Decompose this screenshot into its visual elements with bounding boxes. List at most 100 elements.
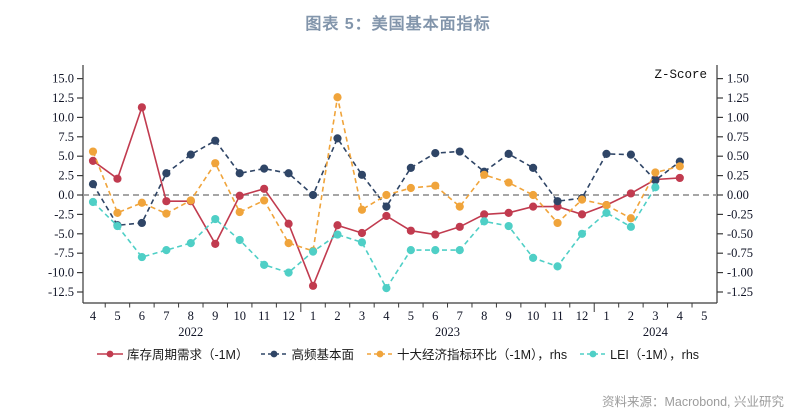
x-tick-label: 2 xyxy=(334,309,340,323)
chart-title: 图表 5：美国基本面指标 xyxy=(305,16,491,33)
x-tick-label: 12 xyxy=(282,309,295,323)
legend-marker-icon xyxy=(96,350,123,357)
data-point-series-3 xyxy=(186,239,195,248)
data-point-series-3 xyxy=(137,252,146,262)
y-tick-label-right: -1.00 xyxy=(727,266,753,280)
data-point-series-1 xyxy=(529,163,538,172)
x-tick-label: 6 xyxy=(139,309,145,323)
data-point-series-2 xyxy=(235,207,244,217)
legend-item-label: 库存周期需求（-1M） xyxy=(126,348,249,362)
data-point-series-1 xyxy=(308,190,318,200)
y-tick-label-left: -10.0 xyxy=(48,266,74,280)
x-tick-label: 1 xyxy=(310,309,316,323)
data-point-series-0 xyxy=(577,210,587,219)
data-point-series-3 xyxy=(333,230,342,239)
data-point-series-2 xyxy=(137,198,146,207)
data-point-series-2 xyxy=(480,170,489,179)
legend-marker-icon xyxy=(580,350,607,357)
y-tick-label-left: -2.5 xyxy=(54,207,74,221)
y-tick-label-right: 1.00 xyxy=(727,110,749,124)
y-tick-label-right: 0.00 xyxy=(727,188,749,202)
data-point-series-0 xyxy=(626,189,636,198)
x-tick-label: 12 xyxy=(576,309,589,323)
y-tick-label-right: 0.75 xyxy=(727,130,749,144)
legend-item-label: 高频基本面 xyxy=(291,348,354,362)
year-label: 2024 xyxy=(643,325,669,339)
legend-item-label: 十大经济指标环比（-1M），rhs xyxy=(396,348,568,362)
data-point-series-0 xyxy=(113,174,122,183)
data-point-series-0 xyxy=(675,173,684,183)
data-point-series-3 xyxy=(260,260,269,269)
data-point-series-0 xyxy=(137,103,146,112)
data-point-series-2 xyxy=(529,190,538,200)
data-point-series-2 xyxy=(211,159,220,168)
data-point-series-3 xyxy=(529,253,538,262)
data-point-series-0 xyxy=(431,230,440,239)
x-tick-label: 11 xyxy=(552,309,564,323)
x-tick-label: 3 xyxy=(652,309,658,323)
x-tick-label: 10 xyxy=(527,309,540,323)
data-point-series-1 xyxy=(137,218,146,228)
data-point-series-3 xyxy=(382,284,391,293)
y-tick-label-left: 5.0 xyxy=(58,149,74,163)
x-tick-label: 8 xyxy=(481,309,487,323)
x-tick-label: 5 xyxy=(114,309,120,323)
series-line-3 xyxy=(92,186,657,290)
y-tick-label-right: 1.50 xyxy=(727,72,749,86)
source-note: 资料来源：Macrobond, 兴业研究 xyxy=(602,395,784,409)
year-label: 2023 xyxy=(435,325,460,339)
y-tick-label-left: 12.5 xyxy=(52,91,74,105)
data-point-series-3 xyxy=(504,221,513,231)
data-point-series-0 xyxy=(406,226,415,235)
data-point-series-0 xyxy=(382,211,391,221)
x-tick-label: 4 xyxy=(677,309,684,323)
x-tick-label: 6 xyxy=(432,309,438,323)
data-point-series-2 xyxy=(577,195,587,204)
x-tick-label: 4 xyxy=(90,309,97,323)
x-tick-label: 1 xyxy=(603,309,609,323)
data-point-series-3 xyxy=(357,238,367,247)
data-point-series-3 xyxy=(406,245,415,255)
x-tick-label: 5 xyxy=(701,309,707,323)
data-point-series-1 xyxy=(553,197,562,206)
data-point-series-1 xyxy=(357,170,367,179)
legend-item-3: LEI（-1M），rhs xyxy=(580,344,699,363)
data-point-series-2 xyxy=(675,162,684,171)
data-point-series-1 xyxy=(406,163,415,172)
data-point-series-2 xyxy=(431,181,440,190)
data-point-series-3 xyxy=(308,247,318,256)
data-point-series-1 xyxy=(211,136,220,145)
data-point-series-2 xyxy=(113,208,122,217)
data-point-series-3 xyxy=(211,214,220,224)
data-point-series-1 xyxy=(382,202,391,211)
data-point-series-1 xyxy=(455,147,464,156)
data-point-series-1 xyxy=(284,169,293,178)
y-tick-label-left: -7.5 xyxy=(54,246,74,260)
data-point-series-3 xyxy=(626,222,636,231)
y-tick-label-left: 2.5 xyxy=(58,169,74,183)
data-point-series-1 xyxy=(333,134,342,143)
data-point-series-3 xyxy=(602,208,611,217)
data-point-series-2 xyxy=(651,168,660,177)
data-point-series-2 xyxy=(626,214,636,223)
legend-marker-icon xyxy=(261,350,288,357)
series-line-2 xyxy=(92,97,680,252)
y-tick-label-left: 10.0 xyxy=(52,110,74,124)
y-tick-label-right: -0.50 xyxy=(727,227,753,241)
right-axis-title: Z-Score xyxy=(654,68,707,82)
data-point-series-0 xyxy=(480,210,489,219)
data-point-series-2 xyxy=(455,202,464,211)
data-point-series-3 xyxy=(651,183,660,192)
data-point-series-1 xyxy=(186,150,195,159)
data-point-series-1 xyxy=(651,176,660,185)
data-point-series-2 xyxy=(88,147,98,156)
legend-marker-icon xyxy=(366,350,393,357)
x-tick-label: 7 xyxy=(163,309,169,323)
data-point-series-2 xyxy=(602,200,611,210)
data-point-series-1 xyxy=(88,180,98,189)
data-point-series-3 xyxy=(455,245,464,255)
data-point-series-3 xyxy=(553,262,562,271)
data-point-series-2 xyxy=(504,178,513,187)
y-tick-label-right: 1.25 xyxy=(727,91,749,105)
